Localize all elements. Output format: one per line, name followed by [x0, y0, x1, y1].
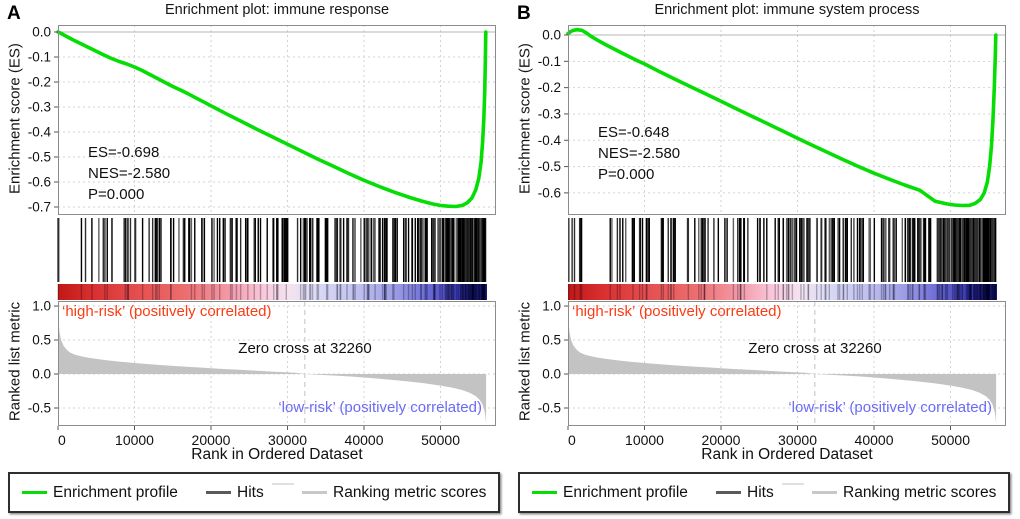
- svg-text:10000: 10000: [115, 432, 154, 448]
- nes-value: NES=-2.580: [88, 165, 171, 182]
- legend-item: Enrichment profile: [532, 474, 688, 511]
- legend-ghost-dash: [272, 483, 294, 485]
- panel-b: B Enrichment plot: immune system process…: [510, 0, 1020, 519]
- svg-text:40000: 40000: [345, 432, 384, 448]
- svg-text:-0.5: -0.5: [28, 150, 51, 165]
- gsea-chart-b: 0.0 -0.1 -0.2 -0.3 -0.4 -0.5 -0.6 1.0 0.5 0.0 -0.5…: [538, 25, 1006, 448]
- zero-cross-label: Zero cross at 32260: [748, 340, 882, 357]
- es-value: ES=-0.698: [88, 144, 160, 161]
- p-value: P=0.000: [88, 186, 145, 203]
- svg-text:1.0: 1.0: [32, 299, 51, 314]
- stats-block: ES=-0.698 NES=-2.580 P=0.000: [88, 142, 170, 205]
- legend-item: Hits: [716, 474, 774, 511]
- svg-text:-0.1: -0.1: [28, 50, 51, 65]
- svg-text:0.5: 0.5: [32, 333, 51, 348]
- svg-text:-0.5: -0.5: [538, 159, 561, 174]
- legend-line-swatch: [206, 491, 231, 494]
- svg-text:0.0: 0.0: [32, 367, 51, 382]
- svg-text:0: 0: [568, 432, 576, 448]
- svg-text:30000: 30000: [778, 432, 817, 448]
- svg-text:0.0: 0.0: [542, 28, 561, 43]
- svg-text:-0.6: -0.6: [538, 185, 561, 200]
- panel-letter-a: A: [7, 3, 21, 24]
- high-risk-label: ‘high-risk’ (positively correlated): [62, 303, 272, 320]
- legend-label: Hits: [237, 483, 264, 501]
- svg-text:-0.6: -0.6: [28, 175, 51, 190]
- svg-text:-0.3: -0.3: [28, 100, 51, 115]
- nes-value: NES=-2.580: [598, 145, 681, 162]
- svg-text:-0.2: -0.2: [28, 75, 51, 90]
- svg-text:0: 0: [58, 432, 66, 448]
- panel-a: A Enrichment plot: immune response Enric…: [7, 2, 500, 513]
- chart-title-a: Enrichment plot: immune response: [164, 2, 390, 18]
- legend-line-swatch: [532, 491, 557, 494]
- legend-item: Ranking metric scores: [302, 474, 486, 511]
- legend-item: Ranking metric scores: [812, 474, 996, 511]
- legend-label: Enrichment profile: [53, 483, 178, 501]
- legend-label: Ranking metric scores: [843, 483, 997, 501]
- legend-line-swatch: [302, 491, 327, 494]
- svg-text:0.0: 0.0: [32, 25, 51, 40]
- svg-text:-0.3: -0.3: [538, 106, 561, 121]
- legend-box: Enrichment profile Hits Ranking metric sco…: [8, 472, 500, 513]
- legend-item: Hits: [206, 474, 264, 511]
- svg-text:-0.4: -0.4: [538, 133, 562, 148]
- legend-ghost-dash: [782, 483, 804, 485]
- svg-text:40000: 40000: [855, 432, 894, 448]
- zero-cross-label: Zero cross at 32260: [238, 340, 372, 357]
- legend-line-swatch: [716, 491, 741, 494]
- panel-letter-b: B: [517, 3, 531, 24]
- legend-label: Ranking metric scores: [333, 483, 487, 501]
- svg-text:1.0: 1.0: [542, 299, 561, 314]
- chart-title-b: Enrichment plot: immune system process: [654, 2, 920, 18]
- legend-item: Enrichment profile: [22, 474, 178, 511]
- stats-block: ES=-0.648 NES=-2.580 P=0.000: [598, 122, 680, 185]
- svg-text:-0.2: -0.2: [538, 80, 561, 95]
- svg-text:50000: 50000: [421, 432, 460, 448]
- p-value: P=0.000: [598, 166, 655, 183]
- x-axis-label: Rank in Ordered Dataset: [701, 446, 873, 463]
- svg-text:20000: 20000: [192, 432, 231, 448]
- svg-text:10000: 10000: [625, 432, 664, 448]
- svg-text:-0.4: -0.4: [28, 125, 52, 140]
- legend-box: Enrichment profile Hits Ranking metric sco…: [518, 472, 1010, 513]
- svg-text:-0.1: -0.1: [538, 54, 561, 69]
- es-value: ES=-0.648: [598, 124, 670, 141]
- svg-text:0.5: 0.5: [542, 333, 561, 348]
- low-risk-label: ‘low-risk’ (positively correlated): [278, 399, 482, 416]
- legend-label: Enrichment profile: [563, 483, 688, 501]
- legend-line-swatch: [812, 491, 837, 494]
- svg-text:-0.5: -0.5: [538, 400, 561, 415]
- svg-text:-0.7: -0.7: [28, 200, 51, 215]
- x-axis-label: Rank in Ordered Dataset: [191, 446, 363, 463]
- svg-text:0.0: 0.0: [542, 367, 561, 382]
- gsea-chart-a: 0.0 -0.1 -0.2 -0.3 -0.4 -0.5 -0.6 -0.7 1.0 0.5 0.0…: [28, 25, 496, 448]
- legend-label: Hits: [747, 483, 774, 501]
- svg-text:-0.5: -0.5: [28, 400, 51, 415]
- legend-line-swatch: [22, 491, 47, 494]
- svg-text:50000: 50000: [931, 432, 970, 448]
- low-risk-label: ‘low-risk’ (positively correlated): [788, 399, 992, 416]
- high-risk-label: ‘high-risk’ (positively correlated): [572, 303, 782, 320]
- svg-text:20000: 20000: [702, 432, 741, 448]
- svg-text:30000: 30000: [268, 432, 307, 448]
